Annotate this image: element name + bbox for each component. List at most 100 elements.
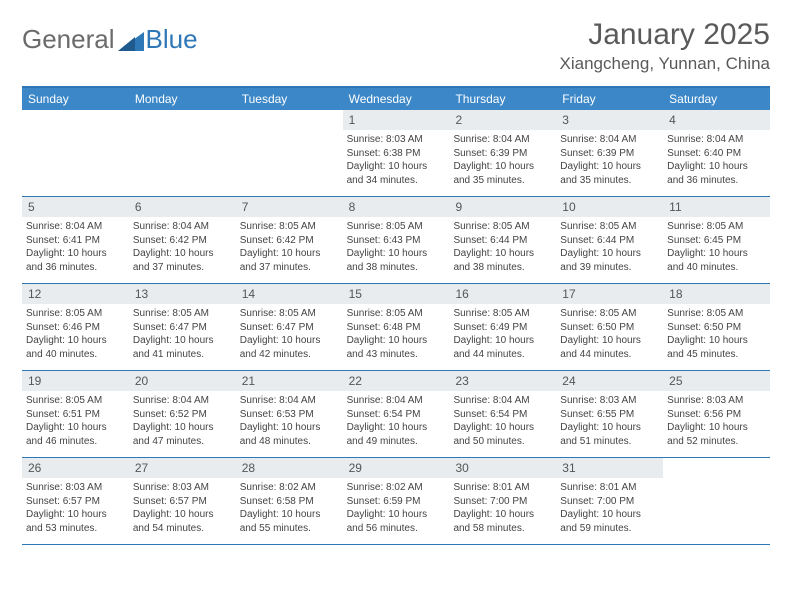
sunset-text: Sunset: 6:48 PM	[347, 321, 446, 335]
day-cell: 19Sunrise: 8:05 AMSunset: 6:51 PMDayligh…	[22, 371, 129, 457]
day-number: 10	[556, 197, 663, 217]
sunrise-text: Sunrise: 8:04 AM	[667, 133, 766, 147]
day-number: 23	[449, 371, 556, 391]
day-number: 30	[449, 458, 556, 478]
day-body: Sunrise: 8:01 AMSunset: 7:00 PMDaylight:…	[556, 478, 663, 539]
sunset-text: Sunset: 6:54 PM	[347, 408, 446, 422]
day-body: Sunrise: 8:04 AMSunset: 6:53 PMDaylight:…	[236, 391, 343, 452]
sunrise-text: Sunrise: 8:03 AM	[26, 481, 125, 495]
sunset-text: Sunset: 7:00 PM	[453, 495, 552, 509]
day-number: 4	[663, 110, 770, 130]
day-body: Sunrise: 8:04 AMSunset: 6:54 PMDaylight:…	[449, 391, 556, 452]
sunset-text: Sunset: 6:53 PM	[240, 408, 339, 422]
sunset-text: Sunset: 6:39 PM	[560, 147, 659, 161]
daylight-text: Daylight: 10 hours and 38 minutes.	[453, 247, 552, 274]
weekday-saturday: Saturday	[663, 88, 770, 110]
sunrise-text: Sunrise: 8:05 AM	[667, 307, 766, 321]
day-number: 9	[449, 197, 556, 217]
day-body: Sunrise: 8:05 AMSunset: 6:45 PMDaylight:…	[663, 217, 770, 278]
day-number: 26	[22, 458, 129, 478]
daylight-text: Daylight: 10 hours and 54 minutes.	[133, 508, 232, 535]
day-cell: 1Sunrise: 8:03 AMSunset: 6:38 PMDaylight…	[343, 110, 450, 196]
title-block: January 2025 Xiangcheng, Yunnan, China	[560, 18, 770, 74]
day-number: 15	[343, 284, 450, 304]
day-cell: 23Sunrise: 8:04 AMSunset: 6:54 PMDayligh…	[449, 371, 556, 457]
day-cell: 26Sunrise: 8:03 AMSunset: 6:57 PMDayligh…	[22, 458, 129, 544]
week-row: 12Sunrise: 8:05 AMSunset: 6:46 PMDayligh…	[22, 284, 770, 371]
sunrise-text: Sunrise: 8:05 AM	[667, 220, 766, 234]
sunset-text: Sunset: 6:44 PM	[453, 234, 552, 248]
day-body: Sunrise: 8:05 AMSunset: 6:47 PMDaylight:…	[236, 304, 343, 365]
day-body: Sunrise: 8:04 AMSunset: 6:52 PMDaylight:…	[129, 391, 236, 452]
sunrise-text: Sunrise: 8:05 AM	[560, 307, 659, 321]
daylight-text: Daylight: 10 hours and 44 minutes.	[453, 334, 552, 361]
day-number: 24	[556, 371, 663, 391]
day-number: 1	[343, 110, 450, 130]
logo-triangle-icon	[118, 29, 144, 51]
day-number: 22	[343, 371, 450, 391]
sunrise-text: Sunrise: 8:02 AM	[347, 481, 446, 495]
day-number: 12	[22, 284, 129, 304]
day-number: 18	[663, 284, 770, 304]
sunrise-text: Sunrise: 8:03 AM	[133, 481, 232, 495]
daylight-text: Daylight: 10 hours and 39 minutes.	[560, 247, 659, 274]
daylight-text: Daylight: 10 hours and 59 minutes.	[560, 508, 659, 535]
logo: General Blue	[22, 18, 198, 55]
day-number: 21	[236, 371, 343, 391]
daylight-text: Daylight: 10 hours and 36 minutes.	[667, 160, 766, 187]
sunset-text: Sunset: 6:49 PM	[453, 321, 552, 335]
sunset-text: Sunset: 6:47 PM	[240, 321, 339, 335]
daylight-text: Daylight: 10 hours and 34 minutes.	[347, 160, 446, 187]
day-cell	[129, 110, 236, 196]
day-body: Sunrise: 8:05 AMSunset: 6:50 PMDaylight:…	[556, 304, 663, 365]
day-number: 29	[343, 458, 450, 478]
day-cell: 13Sunrise: 8:05 AMSunset: 6:47 PMDayligh…	[129, 284, 236, 370]
day-number: 19	[22, 371, 129, 391]
header: General Blue January 2025 Xiangcheng, Yu…	[22, 18, 770, 74]
daylight-text: Daylight: 10 hours and 47 minutes.	[133, 421, 232, 448]
day-cell: 20Sunrise: 8:04 AMSunset: 6:52 PMDayligh…	[129, 371, 236, 457]
day-number: 28	[236, 458, 343, 478]
day-cell	[663, 458, 770, 544]
sunrise-text: Sunrise: 8:05 AM	[26, 307, 125, 321]
day-cell: 29Sunrise: 8:02 AMSunset: 6:59 PMDayligh…	[343, 458, 450, 544]
daylight-text: Daylight: 10 hours and 58 minutes.	[453, 508, 552, 535]
daylight-text: Daylight: 10 hours and 42 minutes.	[240, 334, 339, 361]
daylight-text: Daylight: 10 hours and 40 minutes.	[26, 334, 125, 361]
sunset-text: Sunset: 6:39 PM	[453, 147, 552, 161]
daylight-text: Daylight: 10 hours and 40 minutes.	[667, 247, 766, 274]
day-body: Sunrise: 8:01 AMSunset: 7:00 PMDaylight:…	[449, 478, 556, 539]
daylight-text: Daylight: 10 hours and 37 minutes.	[133, 247, 232, 274]
day-cell	[236, 110, 343, 196]
day-cell: 18Sunrise: 8:05 AMSunset: 6:50 PMDayligh…	[663, 284, 770, 370]
day-body: Sunrise: 8:04 AMSunset: 6:39 PMDaylight:…	[449, 130, 556, 191]
day-body: Sunrise: 8:05 AMSunset: 6:43 PMDaylight:…	[343, 217, 450, 278]
sunrise-text: Sunrise: 8:05 AM	[453, 307, 552, 321]
sunrise-text: Sunrise: 8:03 AM	[667, 394, 766, 408]
sunrise-text: Sunrise: 8:04 AM	[133, 394, 232, 408]
day-number: 3	[556, 110, 663, 130]
day-cell: 5Sunrise: 8:04 AMSunset: 6:41 PMDaylight…	[22, 197, 129, 283]
sunset-text: Sunset: 6:50 PM	[667, 321, 766, 335]
location: Xiangcheng, Yunnan, China	[560, 54, 770, 74]
day-number: 6	[129, 197, 236, 217]
sunset-text: Sunset: 6:58 PM	[240, 495, 339, 509]
day-cell: 14Sunrise: 8:05 AMSunset: 6:47 PMDayligh…	[236, 284, 343, 370]
sunset-text: Sunset: 6:57 PM	[26, 495, 125, 509]
sunset-text: Sunset: 6:38 PM	[347, 147, 446, 161]
weekday-wednesday: Wednesday	[343, 88, 450, 110]
day-cell: 3Sunrise: 8:04 AMSunset: 6:39 PMDaylight…	[556, 110, 663, 196]
sunrise-text: Sunrise: 8:04 AM	[453, 394, 552, 408]
day-cell	[22, 110, 129, 196]
day-body: Sunrise: 8:03 AMSunset: 6:57 PMDaylight:…	[129, 478, 236, 539]
weekday-tuesday: Tuesday	[236, 88, 343, 110]
sunset-text: Sunset: 6:42 PM	[240, 234, 339, 248]
weekday-thursday: Thursday	[449, 88, 556, 110]
day-number: 5	[22, 197, 129, 217]
day-body: Sunrise: 8:05 AMSunset: 6:47 PMDaylight:…	[129, 304, 236, 365]
sunrise-text: Sunrise: 8:04 AM	[240, 394, 339, 408]
sunrise-text: Sunrise: 8:01 AM	[453, 481, 552, 495]
day-body: Sunrise: 8:05 AMSunset: 6:42 PMDaylight:…	[236, 217, 343, 278]
daylight-text: Daylight: 10 hours and 50 minutes.	[453, 421, 552, 448]
daylight-text: Daylight: 10 hours and 41 minutes.	[133, 334, 232, 361]
